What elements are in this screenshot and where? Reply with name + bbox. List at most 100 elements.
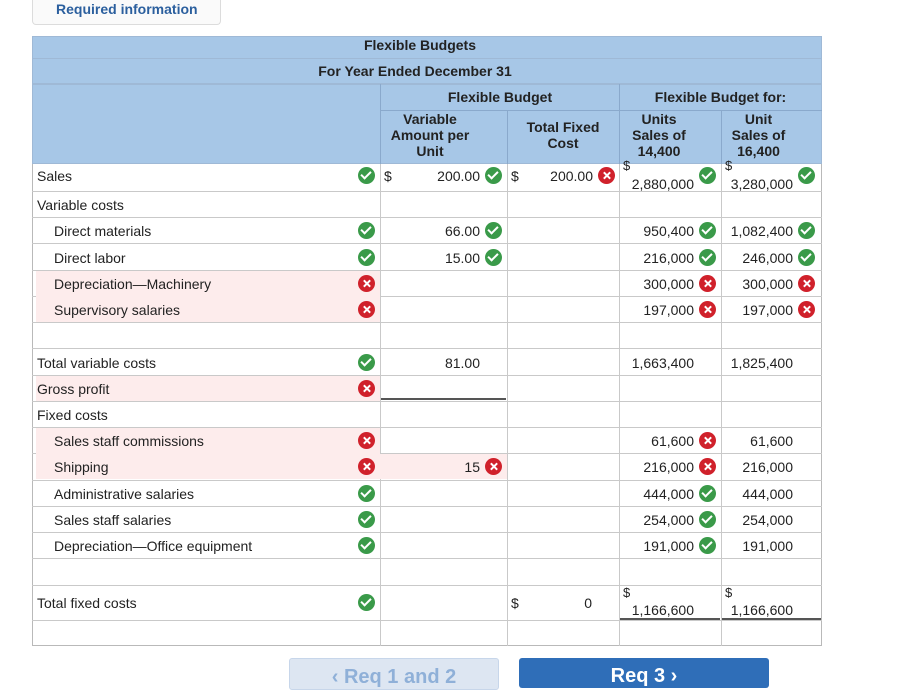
shipping-budget-14400-input[interactable]: 216,000 <box>643 459 694 475</box>
correct-check-icon <box>358 537 375 554</box>
total-variable-per-unit: 81.00 <box>444 355 480 371</box>
incorrect-x-icon <box>699 301 716 318</box>
sales-variable-amount-input[interactable]: 200.00 <box>437 168 480 184</box>
total-fixed-cost-value: 0 <box>584 595 592 611</box>
incorrect-x-icon <box>798 275 815 292</box>
title-band <box>32 36 822 84</box>
supervisory-budget-16400-input[interactable]: 197,000 <box>742 302 793 318</box>
dollar-sign: $ <box>623 158 631 173</box>
correct-check-icon <box>699 511 716 528</box>
column-header-band <box>32 84 822 164</box>
row-label-direct-labor: Direct labor <box>54 250 126 266</box>
direct-materials-budget-16400-input[interactable]: 1,082,400 <box>730 223 793 239</box>
dollar-sign: $ <box>725 158 733 173</box>
correct-check-icon <box>798 167 815 184</box>
correct-check-icon <box>485 222 502 239</box>
dollar-sign: $ <box>623 585 631 600</box>
sales-fixed-cost-input[interactable]: 200.00 <box>550 168 593 184</box>
total-fixed-budget-14400: 1,166,600 <box>631 602 694 618</box>
correct-check-icon <box>485 167 502 184</box>
row-label-gross-profit[interactable]: Gross profit <box>37 381 110 397</box>
incorrect-x-icon <box>699 275 716 292</box>
depr-machinery-budget-16400-input[interactable]: 300,000 <box>742 276 793 292</box>
row-label-depreciation-machinery[interactable]: Depreciation—Machinery <box>54 276 212 292</box>
title-line2: For Year Ended December 31 <box>318 63 512 79</box>
correct-check-icon <box>358 167 375 184</box>
commissions-budget-14400-input[interactable]: 61,600 <box>651 433 694 449</box>
total-fixed-budget-16400: 1,166,600 <box>730 602 793 618</box>
depr-office-budget-16400: 191,000 <box>742 538 793 554</box>
correct-check-icon <box>485 249 502 266</box>
header-flexible-budget: Flexible Budget <box>447 89 553 105</box>
total-variable-budget-14400: 1,663,400 <box>631 355 694 371</box>
correct-check-icon <box>798 222 815 239</box>
staff-salaries-budget-16400: 254,000 <box>742 512 793 528</box>
prev-req-button[interactable]: ‹ Req 1 and 2 <box>289 658 499 690</box>
required-info-label: Required information <box>56 1 198 17</box>
correct-check-icon <box>699 167 716 184</box>
admin-budget-16400: 444,000 <box>742 486 793 502</box>
commissions-budget-16400: 61,600 <box>750 433 793 449</box>
table-body <box>32 164 822 646</box>
incorrect-x-icon <box>798 301 815 318</box>
staff-salaries-budget-14400-input[interactable]: 254,000 <box>643 512 694 528</box>
title-line1: Flexible Budgets <box>363 37 477 53</box>
direct-labor-budget-14400-input[interactable]: 216,000 <box>643 250 694 266</box>
direct-materials-variable-input[interactable]: 66.00 <box>444 223 480 239</box>
depr-office-budget-14400-input[interactable]: 191,000 <box>643 538 694 554</box>
header-flexible-budget-for: Flexible Budget for: <box>654 89 787 105</box>
sales-budget-14400-input[interactable]: 2,880,000 <box>631 176 694 192</box>
next-req-button[interactable]: Req 3 › <box>519 658 769 688</box>
correct-check-icon <box>358 354 375 371</box>
shipping-variable-input[interactable]: 15 <box>464 459 480 475</box>
row-label-sales-staff-commissions[interactable]: Sales staff commissions <box>54 433 204 449</box>
correct-check-icon <box>358 222 375 239</box>
direct-labor-budget-16400-input[interactable]: 246,000 <box>742 250 793 266</box>
direct-labor-variable-input[interactable]: 15.00 <box>444 250 480 266</box>
dollar-sign: $ <box>384 168 392 184</box>
correct-check-icon <box>699 485 716 502</box>
shipping-budget-16400: 216,000 <box>742 459 793 475</box>
incorrect-x-icon <box>485 458 502 475</box>
row-label-depreciation-office-equipment[interactable]: Depreciation—Office equipment <box>54 538 253 554</box>
correct-check-icon <box>358 249 375 266</box>
row-label-total-fixed-costs: Total fixed costs <box>37 595 137 611</box>
incorrect-x-icon <box>358 432 375 449</box>
supervisory-budget-14400-input[interactable]: 197,000 <box>643 302 694 318</box>
row-label-administrative-salaries[interactable]: Administrative salaries <box>54 486 195 502</box>
dollar-sign: $ <box>511 595 519 611</box>
correct-check-icon <box>358 485 375 502</box>
incorrect-x-icon <box>358 458 375 475</box>
incorrect-x-icon <box>358 380 375 397</box>
depr-machinery-budget-14400-input[interactable]: 300,000 <box>643 276 694 292</box>
correct-check-icon <box>358 594 375 611</box>
incorrect-x-icon <box>699 432 716 449</box>
row-label-direct-materials: Direct materials <box>54 223 152 239</box>
correct-check-icon <box>699 537 716 554</box>
row-label-shipping[interactable]: Shipping <box>54 459 109 475</box>
direct-materials-budget-14400-input[interactable]: 950,400 <box>643 223 694 239</box>
incorrect-x-icon <box>358 275 375 292</box>
header-units-14400: Units Sales of 14,400 <box>632 111 686 159</box>
incorrect-x-icon <box>699 458 716 475</box>
dollar-sign: $ <box>725 585 733 600</box>
admin-budget-14400-input[interactable]: 444,000 <box>643 486 694 502</box>
correct-check-icon <box>699 222 716 239</box>
incorrect-x-icon <box>358 301 375 318</box>
required-info-tab[interactable] <box>32 0 221 25</box>
correct-check-icon <box>798 249 815 266</box>
row-label-supervisory-salaries[interactable]: Supervisory salaries <box>54 302 181 318</box>
sales-budget-16400-input[interactable]: 3,280,000 <box>730 176 793 192</box>
section-variable-costs: Variable costs <box>37 197 124 213</box>
incorrect-x-icon <box>598 167 615 184</box>
row-label-sales-staff-salaries[interactable]: Sales staff salaries <box>54 512 172 528</box>
correct-check-icon <box>358 511 375 528</box>
correct-check-icon <box>699 249 716 266</box>
header-total-fixed: Total Fixed Cost <box>526 119 600 151</box>
total-variable-budget-16400: 1,825,400 <box>730 355 793 371</box>
row-label-sales: Sales <box>37 168 73 184</box>
row-label-total-variable-costs: Total variable costs <box>37 355 157 371</box>
section-fixed-costs: Fixed costs <box>37 407 108 423</box>
header-variable-amount: Variable Amount per Unit <box>390 111 470 159</box>
dollar-sign: $ <box>511 168 519 184</box>
